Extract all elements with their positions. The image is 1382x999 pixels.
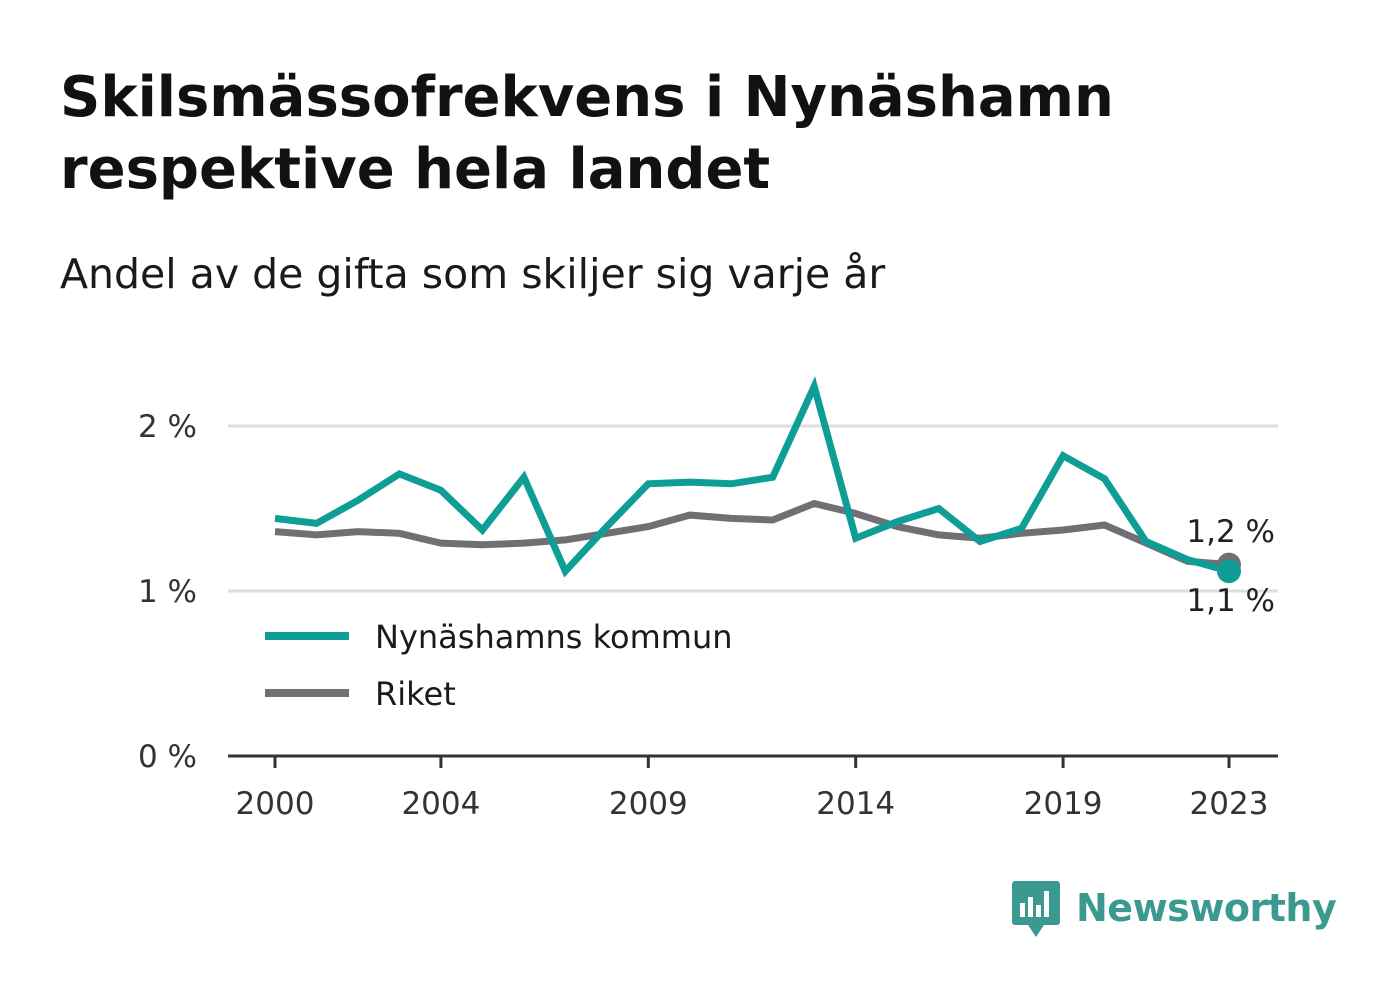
y-tick-label: 2 % [138, 409, 197, 445]
legend-label: Riket [375, 675, 456, 713]
brand-name: Newsworthy [1076, 886, 1337, 930]
newsworthy-logo-icon [1012, 881, 1060, 937]
x-tick-label: 2019 [1024, 786, 1103, 822]
x-tick-label: 2023 [1190, 786, 1269, 822]
legend: Nynäshamns kommun Riket [265, 618, 733, 713]
end-label-riket: 1,2 % [1186, 514, 1275, 550]
x-tick-label: 2004 [401, 786, 480, 822]
series-line-riket [274, 499, 1230, 569]
series-lines [274, 376, 1241, 584]
chart-title: Skilsmässofrekvens i Nynäshamn respektiv… [60, 65, 1114, 202]
y-tick-label: 1 % [138, 574, 197, 610]
end-labels: 1,2 % 1,1 % [1186, 514, 1275, 619]
end-label-nynashamn: 1,1 % [1186, 583, 1275, 619]
x-tick-label: 2009 [609, 786, 688, 822]
x-tick-label: 2000 [236, 786, 315, 822]
legend-label: Nynäshamns kommun [375, 618, 733, 656]
series-line-nynashamn [274, 376, 1230, 578]
x-tick-label: 2014 [816, 786, 895, 822]
y-axis-ticks: 0 % 1 % 2 % [138, 409, 197, 775]
y-tick-label: 0 % [138, 739, 197, 775]
series-end-point-nynashamn [1217, 559, 1241, 584]
grid-lines [228, 424, 1278, 593]
x-axis-ticks: 2000 2004 2009 2014 2019 2023 [236, 756, 1269, 822]
chart-subtitle: Andel av de gifta som skiljer sig varje … [60, 250, 886, 298]
brand-logo: Newsworthy [1010, 876, 1337, 940]
